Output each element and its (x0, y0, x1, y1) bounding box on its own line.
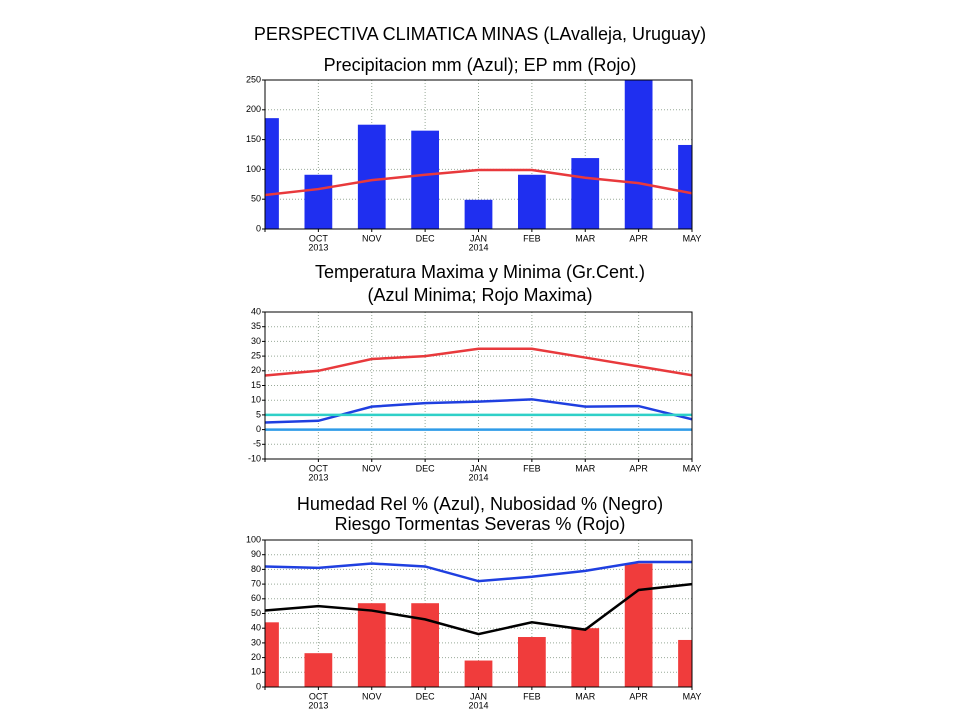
bar (304, 174, 333, 229)
y-tick-label: 30 (251, 637, 261, 647)
y-tick-label: 40 (251, 306, 261, 316)
y-tick-label: 100 (246, 164, 261, 174)
x-tick-label: OCT (309, 691, 329, 701)
x-tick-label: OCT (309, 233, 329, 243)
bar (357, 124, 386, 229)
y-tick-label: 0 (256, 681, 261, 691)
bar (464, 199, 493, 229)
x-tick-label: MAR (575, 233, 596, 243)
bar (464, 660, 493, 687)
line (265, 398, 692, 424)
y-tick-label: 10 (251, 667, 261, 677)
x-tick-label: JAN (470, 463, 487, 473)
plot (265, 347, 692, 431)
x-year-label: 2014 (468, 472, 488, 482)
bar (357, 603, 386, 687)
bar (411, 130, 440, 229)
x-tick-label: JAN (470, 233, 487, 243)
y-tick-label: 250 (246, 74, 261, 84)
y-tick-label: 80 (251, 564, 261, 574)
chart-title: Humedad Rel % (Azul), Nubosidad % (Negro… (297, 494, 663, 514)
x-tick-label: DEC (416, 233, 436, 243)
y-tick-label: 60 (251, 593, 261, 603)
y-tick-label: 70 (251, 578, 261, 588)
y-tick-label: 25 (251, 350, 261, 360)
x-tick-label: MAY (683, 233, 702, 243)
x-tick-label: MAY (683, 691, 702, 701)
y-tick-label: 150 (246, 134, 261, 144)
x-year-label: 2013 (308, 472, 328, 482)
x-tick-label: APR (629, 463, 648, 473)
x-tick-label: NOV (362, 233, 382, 243)
plot-frame (264, 311, 693, 460)
bar (571, 628, 600, 687)
y-tick-label: 0 (256, 223, 261, 233)
x-tick-label: DEC (416, 463, 436, 473)
y-tick-label: 0 (256, 424, 261, 434)
line (265, 347, 692, 377)
y-tick-label: 90 (251, 549, 261, 559)
x-tick-label: MAY (683, 463, 702, 473)
page-title: PERSPECTIVA CLIMATICA MINAS (LAvalleja, … (254, 24, 706, 44)
y-tick-label: -10 (248, 453, 261, 463)
y-tick-label: 5 (256, 409, 261, 419)
x-tick-label: NOV (362, 691, 382, 701)
x-year-label: 2014 (468, 700, 488, 710)
x-tick-label: MAR (575, 691, 596, 701)
y-tick-label: 35 (251, 321, 261, 331)
bar (265, 118, 279, 229)
x-year-label: 2013 (308, 700, 328, 710)
y-tick-label: 200 (246, 104, 261, 114)
y-tick-label: 100 (246, 534, 261, 544)
line (265, 560, 692, 583)
chart-subtitle: (Azul Minima; Rojo Maxima) (367, 285, 592, 305)
y-tick-label: -5 (253, 439, 261, 449)
x-year-label: 2013 (308, 242, 328, 252)
x-tick-label: OCT (309, 463, 329, 473)
x-tick-label: NOV (362, 463, 382, 473)
y-tick-label: 50 (251, 608, 261, 618)
line (265, 168, 692, 197)
x-tick-label: MAR (575, 463, 596, 473)
chart-subtitle: Riesgo Tormentas Severas % (Rojo) (335, 514, 626, 534)
x-tick-label: JAN (470, 691, 487, 701)
bar (678, 144, 692, 229)
x-tick-label: APR (629, 233, 648, 243)
line (265, 582, 692, 636)
bar (624, 563, 653, 687)
y-tick-label: 15 (251, 380, 261, 390)
bar (517, 637, 546, 687)
bar (265, 622, 279, 687)
bar (411, 603, 440, 687)
plot (265, 80, 692, 229)
y-tick-label: 30 (251, 336, 261, 346)
y-tick-label: 50 (251, 194, 261, 204)
x-tick-label: FEB (523, 463, 541, 473)
bar (678, 639, 692, 687)
bar (571, 158, 600, 229)
bar (304, 653, 333, 687)
x-tick-label: FEB (523, 691, 541, 701)
x-tick-label: DEC (416, 691, 436, 701)
x-tick-label: APR (629, 691, 648, 701)
plot-frame (264, 79, 693, 230)
plot-frame (264, 539, 693, 688)
y-tick-label: 20 (251, 365, 261, 375)
bar (517, 174, 546, 229)
bar (624, 80, 653, 229)
x-tick-label: FEB (523, 233, 541, 243)
chart-title: Temperatura Maxima y Minima (Gr.Cent.) (315, 262, 645, 282)
y-tick-label: 40 (251, 623, 261, 633)
plot (265, 560, 692, 687)
y-tick-label: 20 (251, 652, 261, 662)
chart-title: Precipitacion mm (Azul); EP mm (Rojo) (324, 55, 637, 75)
x-year-label: 2014 (468, 242, 488, 252)
y-tick-label: 10 (251, 395, 261, 405)
